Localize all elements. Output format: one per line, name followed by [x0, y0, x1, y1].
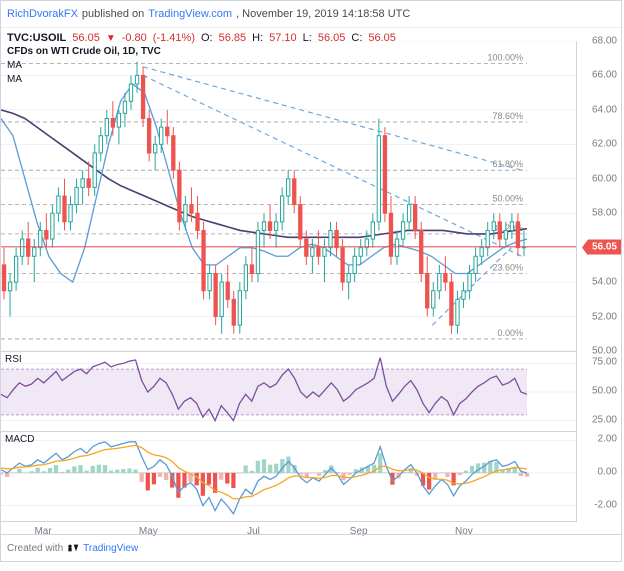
macd-tick-label: -2.00 — [594, 499, 617, 510]
rsi-chart-svg — [1, 352, 577, 432]
y-tick-label: 58.00 — [592, 208, 617, 219]
svg-text:50.00%: 50.00% — [492, 194, 523, 204]
y-tick-label: 62.00 — [592, 139, 617, 150]
macd-tick-label: 0.00 — [598, 466, 617, 477]
rsi-tick-label: 25.00 — [592, 414, 617, 425]
publish-date: , November 19, 2019 14:18:58 UTC — [236, 8, 410, 20]
footer-text: Created with — [7, 543, 63, 554]
footer: Created with TradingView — [1, 534, 621, 561]
y-tick-label: 50.00 — [592, 346, 617, 357]
chart-legend: CFDs on WTI Crude Oil, 1D, TVC MA MA — [7, 45, 161, 87]
svg-text:0.00%: 0.00% — [497, 328, 523, 338]
svg-text:78.60%: 78.60% — [492, 111, 523, 121]
footer-brand[interactable]: TradingView — [83, 543, 138, 554]
rsi-tick-label: 50.00 — [592, 386, 617, 397]
y-tick-label: 60.00 — [592, 173, 617, 184]
y-tick-label: 64.00 — [592, 104, 617, 115]
price-chart-svg: 0.00%23.60%38.20%50.00%61.80%78.60%100.0… — [1, 41, 577, 351]
svg-text:100.00%: 100.00% — [487, 52, 523, 62]
last-price-tag: 56.05 — [588, 239, 621, 254]
site-link[interactable]: TradingView.com — [148, 8, 232, 20]
author-link[interactable]: RichDvorakFX — [7, 8, 78, 20]
rsi-panel[interactable]: RSI — [1, 351, 577, 432]
rsi-tick-label: 75.00 — [592, 357, 617, 368]
y-tick-label: 52.00 — [592, 311, 617, 322]
svg-text:23.60%: 23.60% — [492, 263, 523, 273]
macd-panel[interactable]: MACD — [1, 431, 577, 522]
macd-label: MACD — [5, 434, 34, 445]
legend-ma2: MA — [7, 73, 161, 87]
y-tick-label: 68.00 — [592, 36, 617, 47]
tradingview-icon — [67, 542, 79, 554]
y-tick-label: 54.00 — [592, 277, 617, 288]
legend-ma1: MA — [7, 59, 161, 73]
legend-title: CFDs on WTI Crude Oil, 1D, TVC — [7, 45, 161, 59]
chart-container: RichDvorakFX published on TradingView.co… — [0, 0, 622, 562]
svg-text:61.80%: 61.80% — [492, 159, 523, 169]
y-axis: 50.0052.0054.0056.0058.0060.0062.0064.00… — [576, 41, 621, 521]
macd-chart-svg — [1, 432, 577, 522]
publish-header: RichDvorakFX published on TradingView.co… — [1, 1, 621, 28]
main-price-panel[interactable]: 0.00%23.60%38.20%50.00%61.80%78.60%100.0… — [1, 41, 577, 351]
published-label: published on — [82, 8, 144, 20]
rsi-label: RSI — [5, 354, 22, 365]
macd-tick-label: 2.00 — [598, 434, 617, 445]
y-tick-label: 66.00 — [592, 70, 617, 81]
